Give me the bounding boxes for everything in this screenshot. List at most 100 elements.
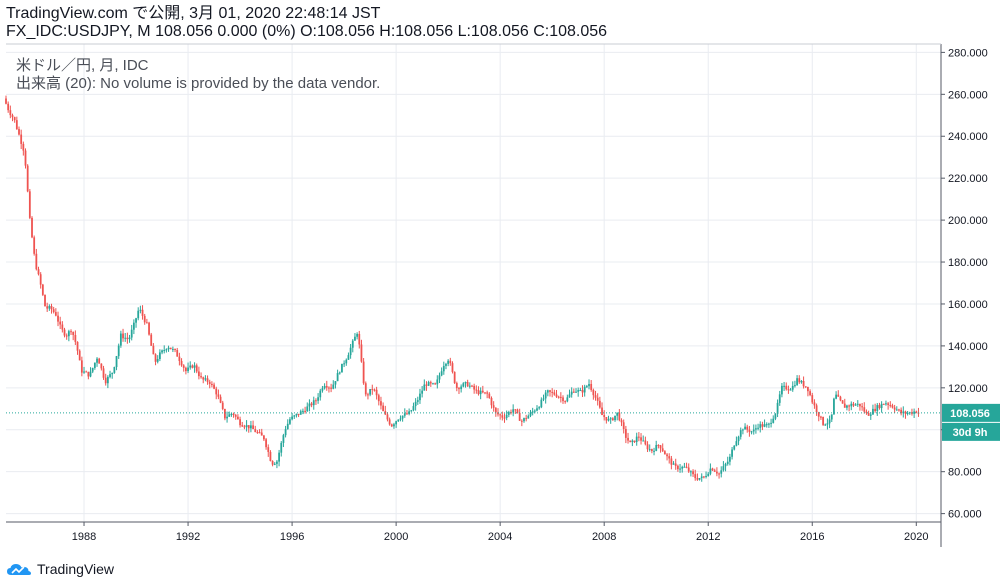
candle-body <box>824 424 827 426</box>
candle-body <box>304 410 306 412</box>
candle-body <box>83 371 85 373</box>
candle-body <box>289 419 291 424</box>
series-legend[interactable]: 米ドル／円, 月, IDC <box>16 57 149 74</box>
candle-body <box>577 390 580 392</box>
candle-body <box>167 347 170 350</box>
candle-body <box>497 412 499 415</box>
candle-body <box>219 396 222 403</box>
candle-body <box>150 334 153 346</box>
candle-body <box>132 322 135 330</box>
candle-body <box>187 367 189 372</box>
candle-body <box>48 306 51 309</box>
countdown-box <box>942 422 1000 441</box>
candle-body <box>815 405 818 413</box>
candle-body <box>516 409 519 413</box>
candle-body <box>750 431 753 433</box>
candle-body <box>382 405 385 412</box>
candle-body <box>434 383 437 385</box>
candle-body <box>345 359 348 364</box>
candle-body <box>848 405 851 407</box>
candle-body <box>276 461 278 464</box>
publish-info: TradingView.com で公開, 3月 01, 2020 22:48:1… <box>6 5 381 22</box>
candle-body <box>89 371 92 377</box>
volume-legend[interactable]: 出来高 (20): No volume is provided by the d… <box>16 75 381 92</box>
candle-body <box>432 383 434 385</box>
candle-body <box>544 392 547 399</box>
candle-body <box>453 371 456 384</box>
candle-body <box>696 478 699 480</box>
candle-body <box>768 423 770 425</box>
candle-body <box>481 390 484 393</box>
candle-body <box>748 429 751 432</box>
candle-body <box>250 425 252 429</box>
candle-body <box>228 414 231 417</box>
candle-body <box>709 468 712 474</box>
candle-body <box>195 365 198 372</box>
candle-body <box>87 371 90 377</box>
candle-body <box>343 363 346 365</box>
candle-body <box>323 385 326 389</box>
candle-body <box>180 360 183 366</box>
candle-body <box>501 415 504 418</box>
candle-body <box>13 117 16 121</box>
candle-body <box>460 386 463 390</box>
candle-body <box>553 392 556 395</box>
candle-body <box>471 385 473 387</box>
candle-body <box>880 403 883 409</box>
x-tick-label: 1996 <box>280 531 304 543</box>
candle-body <box>657 445 660 447</box>
candle-body <box>388 419 391 425</box>
candle-body <box>687 467 690 472</box>
candle-body <box>791 385 794 390</box>
y-tick-label: 260.000 <box>948 89 988 101</box>
candle-body <box>184 367 187 372</box>
time-axis[interactable]: 1988 1992 1996 2000 2004 2008 2012 2016 2020 <box>6 521 941 543</box>
candle-body <box>24 150 27 166</box>
candle-body <box>529 412 532 416</box>
candle-body <box>297 413 300 415</box>
candle-body <box>564 401 567 403</box>
candle-body <box>620 420 623 423</box>
candle-body <box>479 390 482 395</box>
candle-body <box>308 403 311 407</box>
candle-body <box>742 429 744 431</box>
symbol-info: FX_IDC:USDJPY, M 108.056 0.000 (0%) O:10… <box>6 23 608 40</box>
candle-body <box>152 345 155 355</box>
candle-body <box>752 429 755 432</box>
candle-body <box>770 422 772 424</box>
candle-body <box>462 383 465 387</box>
footer-brand[interactable]: TradingView <box>6 558 114 580</box>
candle-body <box>538 407 541 409</box>
candle-body <box>735 441 738 446</box>
x-tick-label: 1988 <box>72 531 96 543</box>
candle-body <box>349 347 352 356</box>
candle-body <box>566 397 569 402</box>
candle-body <box>217 394 220 397</box>
candle-body <box>865 411 868 414</box>
candle-body <box>367 394 369 396</box>
candle-body <box>67 331 70 337</box>
candle-body <box>666 454 668 457</box>
candle-body <box>549 390 551 392</box>
candle-body <box>371 389 374 391</box>
candle-body <box>247 425 250 429</box>
candle-body <box>74 334 77 342</box>
candle-body <box>505 414 508 418</box>
candle-body <box>856 403 859 405</box>
candle-body <box>265 439 267 448</box>
candle-body <box>390 424 393 427</box>
price-axis[interactable]: 60.00080.000100.000120.000140.000160.000… <box>6 43 988 547</box>
candle-body <box>475 389 478 391</box>
candle-body <box>393 424 395 427</box>
candle-body <box>507 412 510 415</box>
candle-body <box>757 427 759 429</box>
candle-body <box>410 410 413 412</box>
x-tick-label: 2008 <box>592 531 616 543</box>
candle-body <box>416 400 419 402</box>
candle-body <box>765 424 768 426</box>
candle-body <box>442 365 445 372</box>
candle-body <box>518 412 521 421</box>
candle-body <box>494 407 497 413</box>
candle-body <box>811 395 814 403</box>
